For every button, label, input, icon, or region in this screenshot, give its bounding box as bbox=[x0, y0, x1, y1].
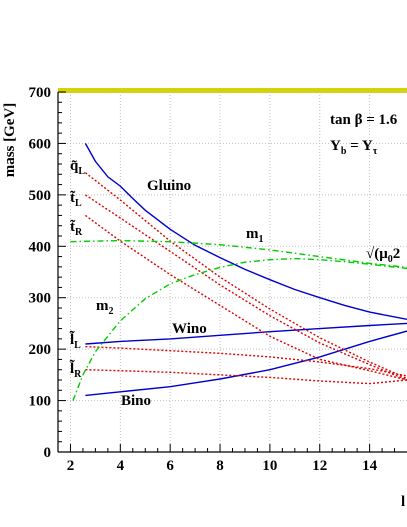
label-sqrt-main: √(μ bbox=[366, 246, 388, 262]
annotation-yb-tau: τ bbox=[373, 146, 378, 157]
series-line-0 bbox=[84, 143, 407, 320]
x-tick-label: 6 bbox=[166, 458, 174, 474]
annotation-yb-eq: = Y bbox=[346, 138, 372, 154]
series-line-4 bbox=[85, 194, 407, 381]
series-line-1 bbox=[85, 322, 407, 345]
label-sqrt: √(μ02 bbox=[366, 246, 400, 265]
label-lL-main: l̃ bbox=[70, 330, 75, 348]
label-sqrt-sub: 0 bbox=[388, 254, 393, 265]
label-lL-sub: L bbox=[74, 340, 81, 351]
annotation-tanb: tan β = 1.6 bbox=[330, 112, 398, 128]
label-m1-main: m bbox=[246, 226, 259, 242]
label-m2: m2 bbox=[96, 298, 114, 317]
label-m2-main: m bbox=[96, 298, 109, 314]
label-gluino: Gluino bbox=[147, 178, 191, 194]
axes bbox=[57, 91, 407, 453]
series-line-5 bbox=[84, 214, 407, 381]
y-axis-label: mass [GeV] bbox=[2, 103, 18, 178]
label-qL-main: q̃ bbox=[70, 158, 79, 174]
y-tick-label: 200 bbox=[29, 342, 52, 358]
label-wino: Wino bbox=[172, 321, 207, 337]
label-tL: t̃L bbox=[70, 190, 82, 209]
annotation-yb: Yb = Yτ bbox=[330, 138, 378, 157]
label-tR-main: t̃ bbox=[70, 219, 75, 235]
series-line-9 bbox=[72, 257, 407, 401]
annotation-yb-main: Y bbox=[330, 138, 341, 154]
label-tR: t̃R bbox=[70, 219, 83, 238]
y-tick-label: 600 bbox=[29, 136, 52, 152]
annotation-yb-sub: b bbox=[341, 146, 347, 157]
x-tick-label: 14 bbox=[362, 458, 378, 474]
label-bino: Bino bbox=[121, 393, 151, 409]
x-tick-label: 10 bbox=[262, 458, 277, 474]
label-lL: l̃L bbox=[70, 330, 82, 351]
label-sqrt-tail: 2 bbox=[393, 246, 401, 262]
label-lR: l̃R bbox=[70, 359, 83, 380]
y-tick-label: 500 bbox=[29, 188, 52, 204]
label-tR-sub: R bbox=[75, 227, 83, 238]
x-tick-label: 2 bbox=[67, 458, 75, 474]
x-tick-label: 8 bbox=[216, 458, 224, 474]
x-tick-label: 12 bbox=[312, 458, 327, 474]
y-tick-label: 400 bbox=[29, 239, 52, 255]
series-line-8 bbox=[70, 239, 407, 269]
series-line-2 bbox=[85, 330, 407, 397]
top-band bbox=[58, 88, 407, 93]
series-line-6 bbox=[85, 345, 407, 377]
series-line-7 bbox=[85, 369, 407, 385]
label-qL-sub: L bbox=[78, 166, 85, 177]
x-axis-label: l bbox=[401, 494, 405, 510]
label-lR-main: l̃ bbox=[70, 359, 75, 377]
label-qL: q̃L bbox=[70, 158, 85, 177]
y-tick-label: 100 bbox=[29, 394, 52, 410]
label-tL-main: t̃ bbox=[70, 190, 75, 206]
y-tick-label: 300 bbox=[29, 291, 52, 307]
y-tick-label: 0 bbox=[44, 445, 52, 461]
label-m1: m1 bbox=[246, 226, 264, 245]
label-lR-sub: R bbox=[74, 369, 82, 380]
label-m2-sub: 2 bbox=[109, 306, 114, 317]
series-group bbox=[70, 143, 407, 401]
y-tick-label: 700 bbox=[29, 85, 52, 101]
label-tL-sub: L bbox=[75, 198, 82, 209]
x-tick-label: 4 bbox=[117, 458, 125, 474]
series-line-3 bbox=[84, 172, 407, 380]
label-m1-sub: 1 bbox=[259, 234, 264, 245]
